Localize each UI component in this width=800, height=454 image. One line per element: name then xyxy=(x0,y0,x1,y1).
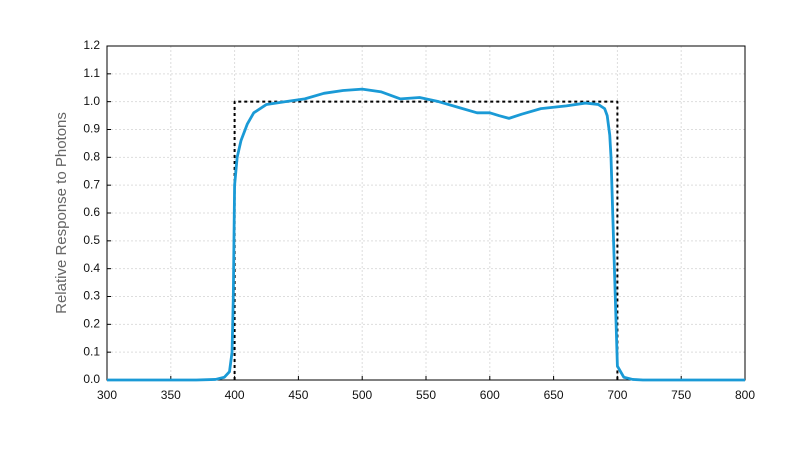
x-tick-label: 350 xyxy=(161,388,181,402)
y-tick-label: 0.2 xyxy=(83,317,100,331)
y-axis-label: Relative Response to Photons xyxy=(53,112,70,314)
x-tick-label: 650 xyxy=(544,388,564,402)
y-tick-label: 0.9 xyxy=(83,122,100,136)
x-tick-label: 300 xyxy=(97,388,117,402)
y-tick-label: 0.0 xyxy=(83,372,100,386)
x-tick-label: 700 xyxy=(607,388,627,402)
x-tick-label: 750 xyxy=(671,388,691,402)
y-tick-label: 0.7 xyxy=(83,177,100,191)
x-tick-label: 450 xyxy=(288,388,308,402)
y-tick-label: 0.5 xyxy=(83,233,100,247)
y-tick-label: 0.6 xyxy=(83,205,100,219)
response-line xyxy=(107,87,745,382)
y-tick-label: 1.2 xyxy=(83,38,100,52)
x-tick-label: 500 xyxy=(352,388,372,402)
x-tick-label: 800 xyxy=(735,388,755,402)
y-tick-label: 0.8 xyxy=(83,150,100,164)
y-tick-label: 0.1 xyxy=(83,344,100,358)
x-tick-label: 600 xyxy=(480,388,500,402)
x-tick-label: 550 xyxy=(416,388,436,402)
plot-frame xyxy=(106,45,746,381)
y-tick-label: 0.3 xyxy=(83,289,100,303)
y-tick-label: 1.0 xyxy=(83,94,100,108)
y-tick-label: 1.1 xyxy=(83,66,100,80)
x-tick-label: 400 xyxy=(225,388,245,402)
y-tick-label: 0.4 xyxy=(83,261,100,275)
